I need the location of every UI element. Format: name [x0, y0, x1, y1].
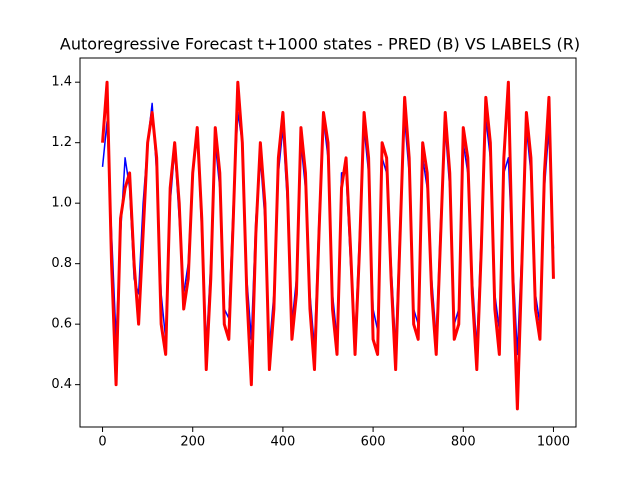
x-tick-label: 600 — [361, 435, 386, 450]
x-tick-label: 800 — [451, 435, 476, 450]
y-tick-label: 0.6 — [51, 317, 72, 332]
x-tick-label: 1000 — [537, 435, 570, 450]
x-tick-label: 400 — [270, 435, 295, 450]
y-tick-label: 1.4 — [51, 75, 72, 90]
chart-title: Autoregressive Forecast t+1000 states - … — [60, 35, 580, 54]
x-tick-label: 200 — [180, 435, 205, 450]
y-tick-label: 0.8 — [51, 256, 72, 271]
x-tick-label: 0 — [98, 435, 106, 450]
series-line — [101, 80, 555, 411]
y-tick-label: 1.0 — [51, 196, 72, 211]
y-tick-label: 1.2 — [51, 135, 72, 150]
y-tick-label: 0.4 — [51, 377, 72, 392]
plot-frame — [79, 57, 577, 428]
